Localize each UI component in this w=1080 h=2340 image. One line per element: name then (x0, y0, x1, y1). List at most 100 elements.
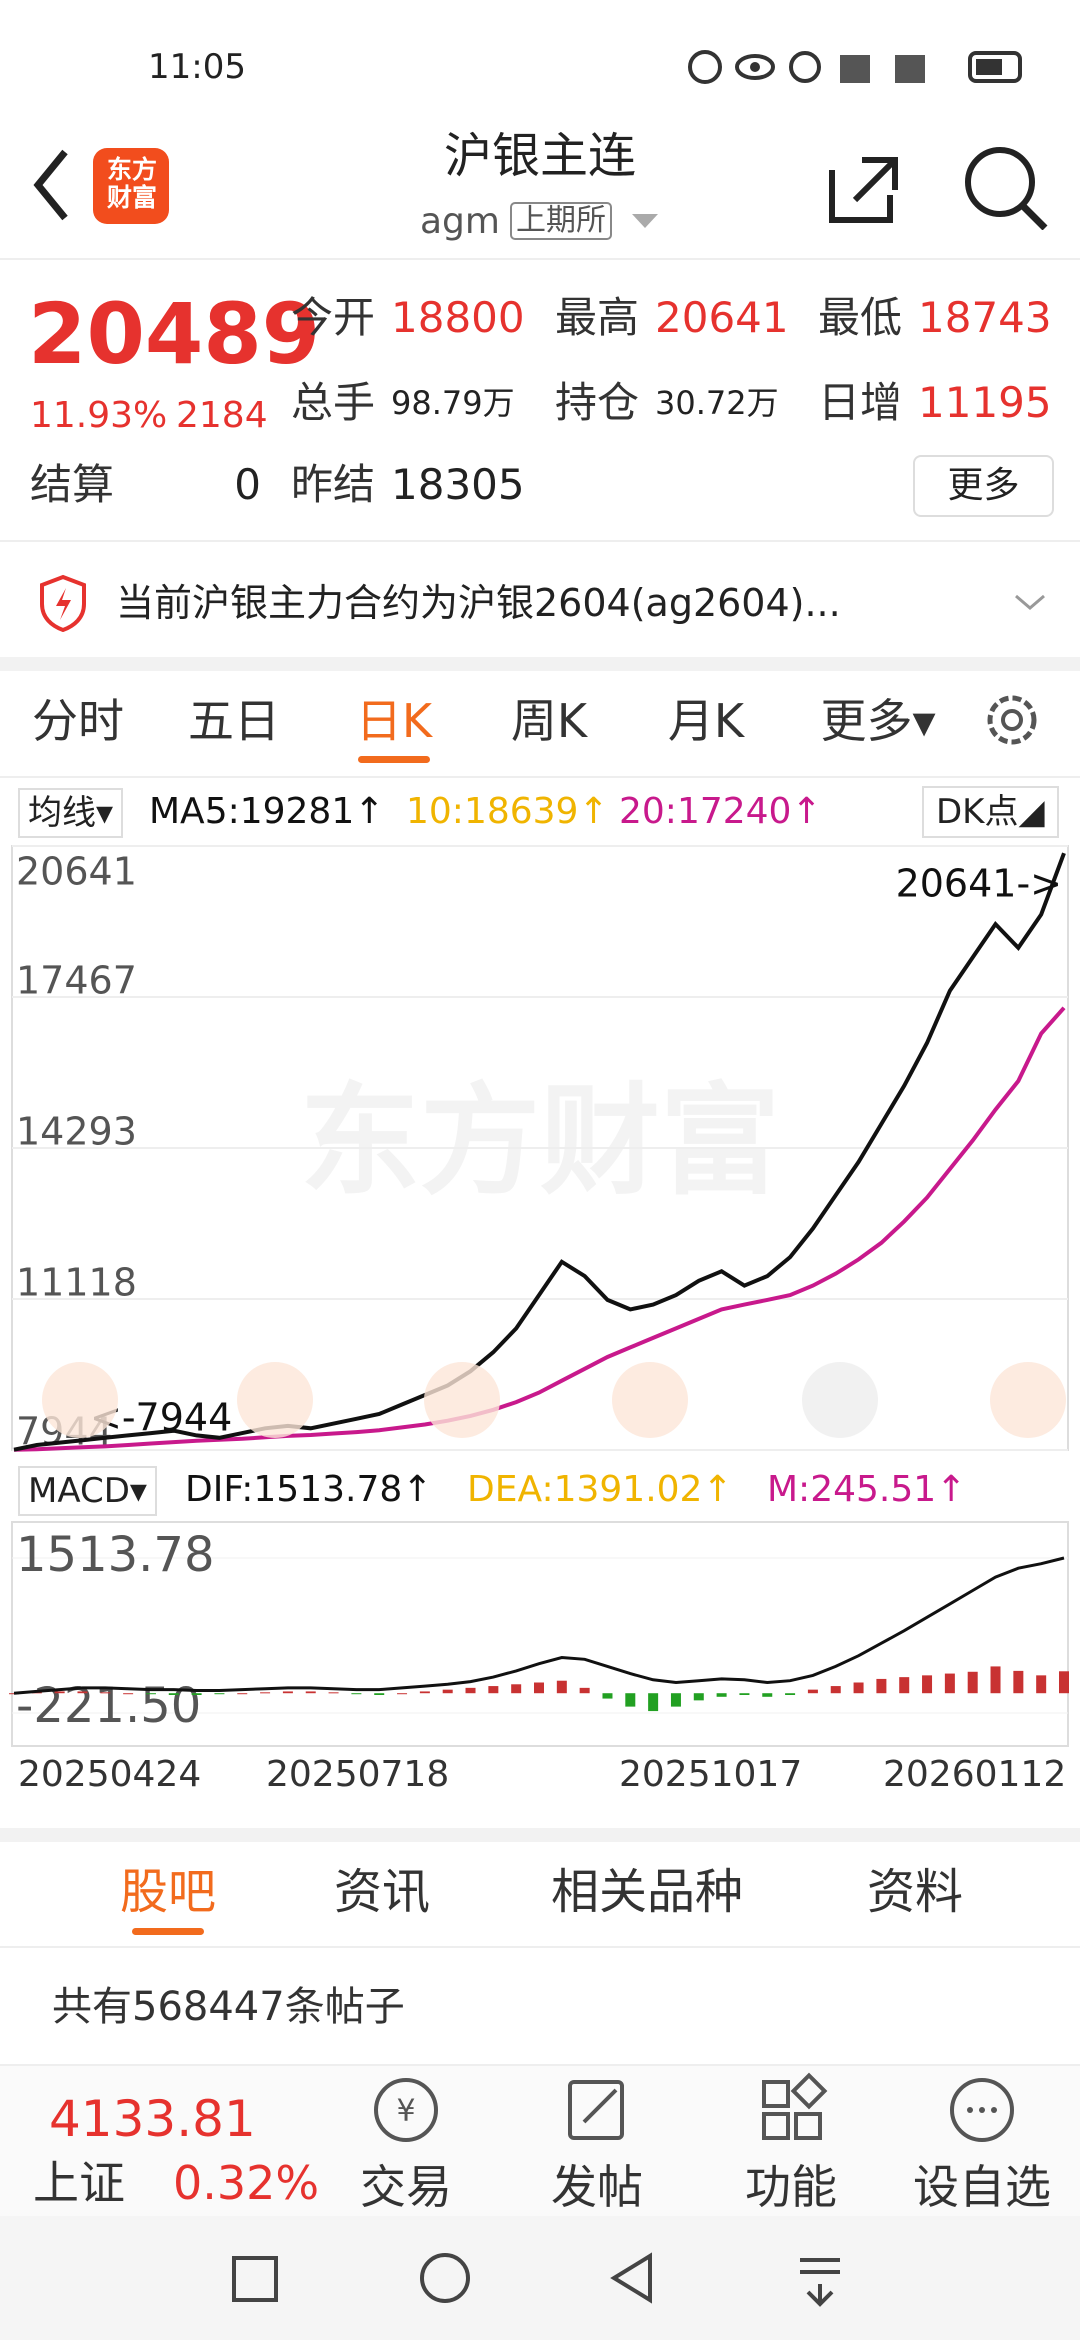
macd-bar (191, 1693, 202, 1696)
dk-label: DK点 (936, 792, 1019, 832)
index-change[interactable]: 0.32% (173, 2156, 320, 2210)
macd-bar (54, 1691, 65, 1694)
settings-icon[interactable] (982, 690, 1042, 750)
macd-bar (534, 1682, 544, 1694)
tab-underline (132, 1928, 204, 1935)
macd-bar (739, 1693, 750, 1696)
field-value: 20641 (655, 293, 789, 342)
kline-chart: 东方财富 20641174671429311118794420641-><-79… (11, 845, 1069, 1454)
change: 2184 (176, 395, 268, 436)
bottom-tab[interactable]: 相关品种 (550, 1864, 743, 1920)
macd-chart: 1513.78 -221.50 20250424 20250718 20251017 20… (9, 1521, 1069, 1795)
logo: 东方 财富 (94, 156, 170, 212)
more-button[interactable]: 更多 (913, 455, 1054, 517)
macd-bar (625, 1693, 636, 1707)
header-actions[interactable] (820, 140, 1060, 230)
bottom-tab[interactable]: 资讯 (333, 1864, 430, 1920)
bottom-tab[interactable]: 资料 (866, 1864, 963, 1920)
tab-underline (358, 756, 430, 763)
macd-bar (397, 1693, 408, 1695)
field-label: 最低 (818, 293, 903, 342)
x-tick-label: 20250718 (266, 1754, 449, 1795)
y-tick-label: 14293 (16, 1109, 137, 1153)
field-value: 18305 (391, 460, 525, 509)
notice[interactable]: 当前沪银主力合约为沪银2604(ag2604)... (116, 581, 841, 625)
ma-label: 20:17240↑ (619, 791, 822, 832)
nav-button (612, 1362, 688, 1438)
field-value: 11195 (918, 378, 1052, 427)
chevron[interactable] (1012, 590, 1048, 614)
nav-label[interactable]: 功能 (745, 2160, 837, 2214)
macd-selector[interactable]: MACD▾ (18, 1466, 157, 1516)
header-left[interactable] (20, 140, 180, 230)
field-value: 0 (234, 460, 261, 509)
close-line (13, 852, 1066, 1452)
macd-bar (9, 1693, 19, 1695)
macd-bar (899, 1677, 910, 1694)
bottom-tab[interactable]: 股吧 (119, 1864, 216, 1920)
macd-bar (648, 1693, 659, 1712)
nav-button (990, 1362, 1066, 1438)
field-label: 持仓 (555, 378, 640, 427)
macd-bar (374, 1693, 385, 1696)
nav-icons[interactable]: ¥ (340, 2070, 1080, 2150)
nav-label[interactable]: 设自选 (913, 2160, 1051, 2214)
macd-bar (214, 1693, 225, 1695)
price: 20489 (28, 285, 321, 383)
dropdown[interactable] (630, 210, 660, 230)
field-value: 98.79万 (391, 384, 515, 422)
macd-bar (922, 1675, 933, 1694)
ma-selector[interactable]: 均线▾ (18, 788, 124, 838)
field-label: 昨结 (291, 460, 376, 509)
macd-bar (830, 1686, 841, 1694)
exchange: 上期所 (510, 202, 612, 240)
watermark: 东方财富 (300, 1073, 780, 1212)
macd-label: M:245.51↑ (767, 1469, 967, 1510)
system-nav-icons[interactable] (0, 2216, 1080, 2340)
post-count: 共有568447条帖子 (52, 1984, 405, 2030)
divider (0, 657, 1080, 671)
tab[interactable]: 五日 (188, 694, 280, 748)
macd-bar (465, 1687, 476, 1694)
tab[interactable]: 分时 (32, 694, 124, 748)
tab[interactable]: 日K (355, 694, 433, 748)
nav-button (237, 1362, 313, 1438)
index-name[interactable]: 上证 (33, 2156, 125, 2210)
field-value: 30.72万 (655, 384, 779, 422)
macd-bar (282, 1691, 293, 1694)
tab[interactable]: 月K (667, 694, 745, 748)
divider (0, 776, 1080, 778)
nav-label[interactable]: 发帖 (551, 2160, 643, 2214)
nav-label[interactable]: 交易 (360, 2160, 452, 2214)
bottom-bar (0, 2064, 1080, 2218)
macd-bar (442, 1689, 453, 1694)
x-tick-label: 20260112 (883, 1754, 1066, 1795)
tab[interactable]: 更多▾ (820, 694, 936, 748)
macd-bar (305, 1691, 316, 1694)
field-label: 最高 (555, 293, 640, 342)
macd-selector-label: MACD (28, 1471, 130, 1511)
macd-bar (488, 1686, 499, 1694)
shield-icon (40, 574, 86, 632)
y-tick-label: 1513.78 (16, 1527, 215, 1583)
tab[interactable]: 周K (510, 694, 588, 748)
macd-bar (1013, 1670, 1024, 1694)
index-value[interactable]: 4133.81 (49, 2090, 256, 2148)
macd-bar (145, 1693, 156, 1695)
y-tick-label: -221.50 (16, 1678, 201, 1734)
macd-bar (260, 1692, 271, 1694)
status-icons (688, 50, 1022, 84)
dif-line (13, 1556, 1065, 1695)
field-label: 结算 (30, 460, 115, 509)
dk-button[interactable]: DK点◢ (922, 786, 1059, 838)
macd-bar (876, 1678, 887, 1694)
macd-bar (77, 1691, 88, 1694)
status-time: 11:05 (148, 47, 246, 87)
ma-label: MA5:19281↑ (149, 791, 385, 832)
macd-bar (1059, 1671, 1069, 1694)
macd-bar (670, 1693, 681, 1707)
field-value: 18743 (918, 293, 1052, 342)
logo-line: 东方 (106, 155, 157, 184)
macd-bar (168, 1693, 179, 1696)
x-tick-label: 20251017 (619, 1754, 802, 1795)
